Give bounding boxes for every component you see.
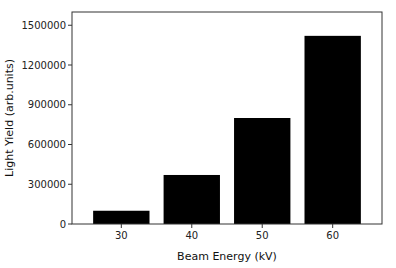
bar: [164, 175, 220, 224]
y-tick: [68, 144, 72, 145]
chart-container: 30 40 50 60 0 300000 600000 900000 1200000 150000…: [0, 0, 396, 268]
y-tick-label: 300000: [28, 179, 66, 190]
x-tick: [332, 224, 333, 228]
x-tick-label: 40: [185, 230, 198, 241]
y-axis-label: Light Yield (arb.units): [3, 59, 16, 177]
y-tick-label: 1500000: [21, 20, 66, 31]
y-axis: 0 300000 600000 900000 1200000 1500000: [21, 20, 72, 230]
bar: [234, 118, 290, 224]
x-tick-label: 60: [326, 230, 339, 241]
y-tick-label: 1200000: [21, 60, 66, 71]
bars: [93, 36, 361, 224]
x-tick: [121, 224, 122, 228]
x-tick: [262, 224, 263, 228]
y-tick-label: 0: [60, 219, 66, 230]
bar: [305, 36, 361, 224]
y-tick-label: 600000: [28, 139, 66, 150]
x-tick-label: 30: [115, 230, 128, 241]
x-tick-label: 50: [256, 230, 269, 241]
y-tick: [68, 104, 72, 105]
y-tick: [68, 65, 72, 66]
y-tick: [68, 184, 72, 185]
chart: 30 40 50 60 0 300000 600000 900000 1200000 150000…: [0, 0, 396, 268]
x-axis: 30 40 50 60: [115, 224, 339, 241]
bar: [93, 211, 149, 224]
x-axis-label: Beam Energy (kV): [177, 250, 277, 263]
y-tick-label: 900000: [28, 99, 66, 110]
y-tick: [68, 25, 72, 26]
plot-frame: [72, 12, 382, 224]
y-tick: [68, 224, 72, 225]
x-tick: [191, 224, 192, 228]
